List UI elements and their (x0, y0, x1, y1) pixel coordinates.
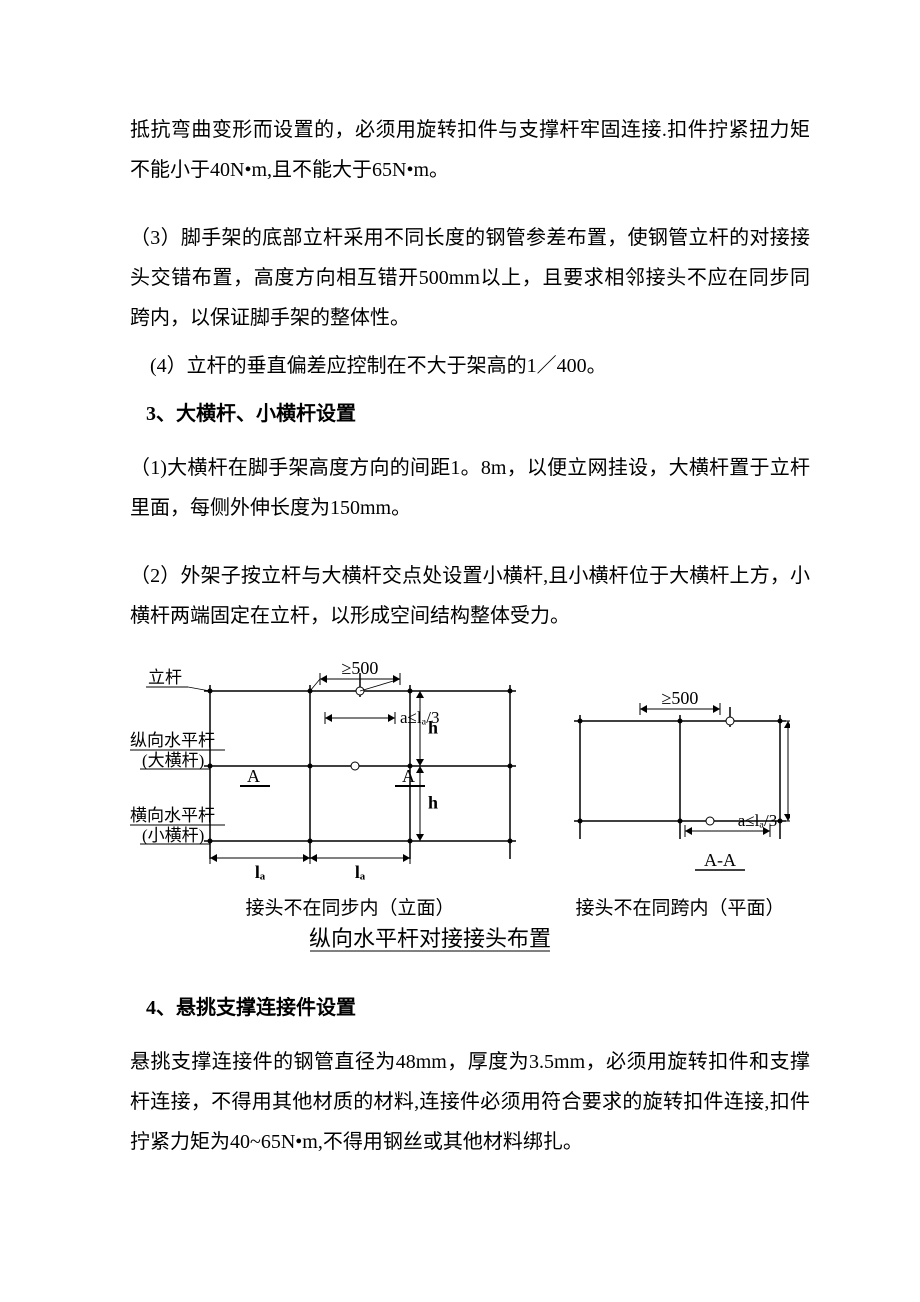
paragraph: (4）立杆的垂直偏差应控制在不大于架高的1／400。 (130, 346, 810, 386)
svg-text:接头不在同跨内（平面）: 接头不在同跨内（平面） (575, 897, 784, 919)
paragraph: （2）外架子按立杆与大横杆交点处设置小横杆,且小横杆位于大横杆上方，小横杆两端固… (130, 556, 810, 636)
heading-3: 3、大横杆、小横杆设置 (146, 394, 810, 434)
svg-text:横向水平杆: 横向水平杆 (130, 806, 215, 825)
svg-text:h: h (428, 793, 438, 813)
svg-text:lₐ: lₐ (355, 862, 366, 882)
svg-text:纵向水平杆对接接头布置: 纵向水平杆对接接头布置 (309, 926, 551, 951)
svg-text:接头不在同步内（立面）: 接头不在同步内（立面） (245, 897, 454, 919)
svg-text:h: h (428, 718, 438, 738)
svg-text:A: A (247, 766, 260, 786)
svg-text:A-A: A-A (704, 850, 736, 870)
paragraph: 抵抗弯曲变形而设置的，必须用旋转扣件与支撑杆牢固连接.扣件拧紧扭力矩不能小于40… (130, 110, 810, 190)
heading-4: 4、悬挑支撑连接件设置 (146, 988, 810, 1028)
paragraph: （1)大横杆在脚手架高度方向的间距1。8m，以便立网挂设，大横杆置于立杆里面，每… (130, 448, 810, 528)
svg-text:≥500: ≥500 (342, 658, 379, 678)
paragraph: 悬挑支撑连接件的钢管直径为48mm，厚度为3.5mm，必须用旋转扣件和支撑杆连接… (130, 1042, 810, 1162)
blank-line (130, 198, 810, 218)
svg-text:lₐ: lₐ (255, 862, 266, 882)
svg-text:纵向水平杆: 纵向水平杆 (130, 731, 215, 750)
svg-text:(小横杆): (小横杆) (142, 826, 204, 845)
svg-text:立杆: 立杆 (148, 668, 182, 687)
blank-line (130, 536, 810, 556)
svg-text:a≤lₐ/3: a≤lₐ/3 (738, 811, 777, 830)
svg-text:A: A (402, 766, 415, 786)
svg-text:≥500: ≥500 (662, 688, 699, 708)
svg-text:(大横杆): (大横杆) (142, 751, 204, 770)
paragraph: （3）脚手架的底部立杆采用不同长度的钢管参差布置，使钢管立杆的对接接头交错布置，… (130, 218, 810, 338)
diagram-joint-layout: ≥500 a≤lₐ/3 h h lₐ lₐ A A 立杆纵向水平杆(大横杆) 横向水平杆(小横杆)… (130, 646, 810, 980)
diagram-svg: ≥500 a≤lₐ/3 h h lₐ lₐ A A 立杆纵向水平杆(大横杆) 横向水平杆(小横杆)… (130, 646, 790, 966)
